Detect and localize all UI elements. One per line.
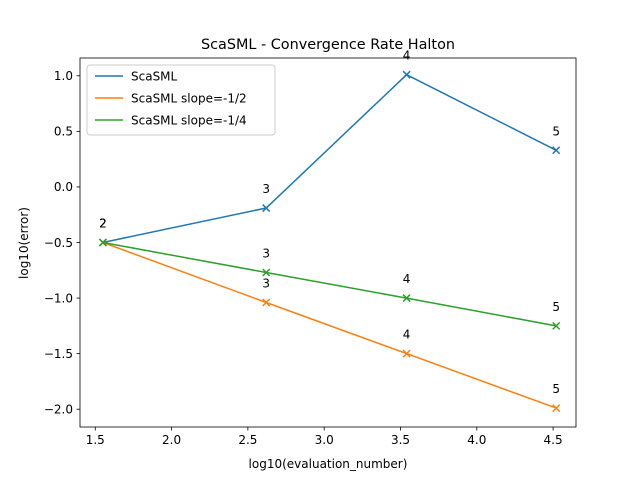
legend-label: ScaSML slope=-1/2: [131, 91, 247, 105]
data-point-marker: [98, 238, 107, 247]
legend-item: ScaSML slope=-1/2: [95, 91, 247, 105]
series-line: [102, 73, 557, 244]
data-point-label: 2: [99, 217, 107, 231]
data-point-marker: [262, 204, 271, 213]
y-tick-label: −2.0: [44, 403, 73, 417]
y-tick-label: 0.5: [54, 125, 73, 139]
y-tick-label: −1.5: [44, 347, 73, 361]
data-point-label: 4: [403, 328, 411, 342]
legend-item: ScaSML slope=-1/4: [95, 113, 247, 127]
x-tick-label: 4.5: [544, 433, 563, 447]
data-point-label: 4: [403, 49, 411, 63]
y-axis-ticks: −2.0 −1.5 −1.0 −0.5 0.0 0.5 1.0: [44, 69, 80, 417]
data-point-label: 2: [99, 217, 107, 231]
data-point-marker: [402, 349, 411, 358]
data-point-marker: [552, 404, 561, 413]
y-tick-label: −0.5: [44, 236, 73, 250]
data-point-label: 4: [403, 272, 411, 286]
series-line: [102, 241, 557, 327]
data-point-label: 5: [552, 300, 560, 314]
y-tick-label: 0.0: [54, 180, 73, 194]
data-point-label: 3: [262, 247, 270, 261]
x-tick-label: 1.5: [86, 433, 105, 447]
legend-box: [86, 64, 276, 136]
data-point-marker: [402, 70, 411, 79]
legend-item: ScaSML: [95, 69, 178, 83]
x-axis-label: log10(evaluation_number): [249, 457, 408, 471]
data-point-marker: [552, 146, 561, 155]
x-tick-label: 4.0: [467, 433, 486, 447]
y-tick-label: 1.0: [54, 69, 73, 83]
data-point-label: 2: [99, 217, 107, 231]
data-point-label: 5: [552, 124, 560, 138]
data-point-label: 5: [552, 382, 560, 396]
data-point-marker: [402, 294, 411, 303]
data-point-label: 3: [262, 277, 270, 291]
x-tick-label: 3.5: [391, 433, 410, 447]
data-point-marker: [262, 268, 271, 277]
series-1: 2 3 4 5: [98, 49, 561, 247]
data-point-marker: [552, 321, 561, 330]
x-axis-ticks: 1.5 2.0 2.5 3.0 3.5 4.0 4.5: [86, 427, 563, 447]
x-tick-label: 2.5: [238, 433, 257, 447]
legend-label: ScaSML slope=-1/4: [131, 113, 247, 127]
series-line: [102, 241, 557, 409]
y-tick-label: −1.0: [44, 291, 73, 305]
data-point-label: 3: [262, 182, 270, 196]
legend-label: ScaSML: [131, 69, 178, 83]
chart-title: ScaSML - Convergence Rate Halton: [201, 37, 455, 53]
y-axis-label: log10(error): [17, 207, 31, 279]
legend: ScaSML ScaSML slope=-1/2 ScaSML slope=-1/4: [86, 64, 276, 136]
series-3: 2 3 4 5: [98, 217, 561, 330]
data-point-marker: [262, 298, 271, 307]
x-tick-label: 3.0: [315, 433, 334, 447]
x-tick-label: 2.0: [162, 433, 181, 447]
